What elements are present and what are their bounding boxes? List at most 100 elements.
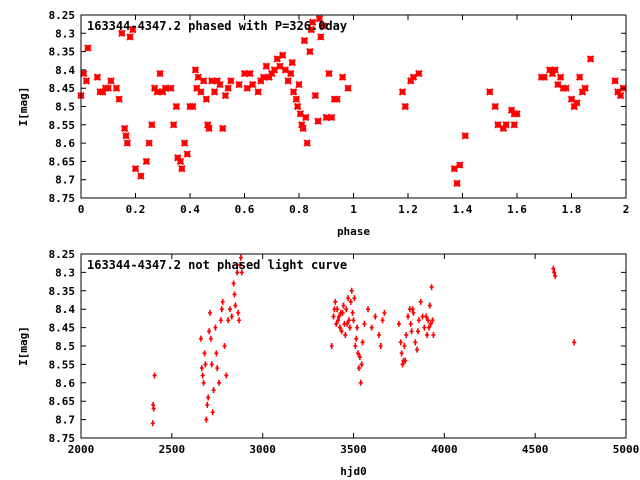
unphased-data-point <box>207 328 212 335</box>
phased-data-point <box>235 80 243 89</box>
unphased-data-point <box>378 343 383 349</box>
phased-x-tick-label: 2 <box>623 203 630 216</box>
unphased-x-tick-label: 5000 <box>613 443 640 456</box>
unphased-y-axis-label: I[mag] <box>17 326 30 366</box>
unphased-data-point <box>551 265 556 272</box>
unphased-data-point <box>217 379 222 386</box>
unphased-data-point <box>204 416 209 423</box>
unphased-data-point <box>347 324 352 331</box>
phased-data-point <box>311 91 320 100</box>
phased-data-point <box>191 66 200 74</box>
phased-data-point <box>545 66 554 74</box>
phased-data-point <box>409 73 418 81</box>
unphased-data-point <box>211 387 216 394</box>
phased-data-point <box>199 77 208 85</box>
unphased-data-point <box>362 320 367 327</box>
phased-data-point <box>153 88 162 96</box>
unphased-data-point <box>348 298 353 305</box>
phased-data-point <box>333 95 341 103</box>
phased-data-point <box>224 84 232 92</box>
unphased-data-point <box>331 313 336 320</box>
unphased-data-point <box>233 302 238 309</box>
unphased-data-point <box>422 324 427 331</box>
unphased-data-point <box>425 317 430 324</box>
phased-data-point <box>204 121 212 129</box>
phased-data-point <box>300 36 309 45</box>
unphased-data-point <box>366 306 371 313</box>
phased-data-point <box>278 51 287 59</box>
unphased-data-point <box>427 302 432 309</box>
unphased-y-tick-label: 8.6 <box>55 377 75 390</box>
phased-data-point <box>137 172 145 180</box>
phased-y-tick-label: 8.3 <box>55 27 75 40</box>
phased-data-point <box>276 62 284 70</box>
phased-data-point <box>104 84 112 92</box>
phased-data-point <box>494 121 502 129</box>
unphased-data-point <box>428 320 433 327</box>
phased-data-point <box>401 102 409 111</box>
phased-data-point <box>183 150 191 158</box>
unphased-data-point <box>411 309 416 316</box>
phased-data-point <box>80 69 88 78</box>
unphased-data-point <box>343 331 348 338</box>
phased-data-point <box>293 102 302 111</box>
unphased-data-point <box>333 298 338 305</box>
phased-data-point <box>502 121 510 129</box>
unphased-data-point <box>352 295 357 302</box>
unphased-data-point <box>237 262 242 269</box>
phased-data-point <box>556 73 565 81</box>
unphased-y-tick-label: 8.3 <box>55 266 75 279</box>
unphased-data-point <box>415 328 420 335</box>
unphased-data-point <box>222 343 227 349</box>
phased-data-point <box>115 95 123 103</box>
phased-data-point <box>398 88 407 96</box>
phased-data-point <box>456 161 464 169</box>
phased-data-point <box>322 113 330 122</box>
unphased-y-tick-label: 8.4 <box>55 303 75 316</box>
unphased-data-point <box>552 269 557 276</box>
unphased-data-point <box>409 328 414 335</box>
phased-data-point <box>289 88 298 96</box>
unphased-data-point <box>209 361 214 368</box>
phased-data-point <box>407 77 415 85</box>
unphased-data-point <box>350 309 355 316</box>
phased-x-tick-label: 0.2 <box>126 203 146 216</box>
phased-data-point <box>107 77 115 85</box>
phased-data-point <box>208 77 216 85</box>
unphased-data-point <box>337 324 342 331</box>
phased-data-point <box>281 66 290 74</box>
unphased-data-point <box>206 394 211 401</box>
unphased-data-point <box>344 306 349 313</box>
phased-data-point <box>616 91 625 100</box>
unphased-data-point <box>340 309 345 316</box>
phased-x-tick-label: 0.6 <box>235 203 255 216</box>
phased-x-axis-label: phase <box>337 225 370 238</box>
unphased-x-tick-label: 3000 <box>249 443 276 456</box>
phased-data-point <box>450 165 459 173</box>
phased-data-point <box>150 84 159 92</box>
unphased-x-tick-label: 4500 <box>522 443 549 456</box>
unphased-data-point <box>215 365 220 372</box>
phased-data-point <box>93 73 102 81</box>
unphased-data-point <box>231 280 236 287</box>
phased-data-point <box>507 106 516 114</box>
unphased-y-tick-label: 8.5 <box>55 340 75 353</box>
unphased-data-point <box>237 317 242 324</box>
phased-data-point <box>288 58 296 67</box>
phased-data-point <box>265 73 273 81</box>
phased-data-point <box>259 73 268 81</box>
unphased-x-tick-label: 3500 <box>340 443 367 456</box>
phased-y-tick-label: 8.7 <box>55 174 75 187</box>
phased-data-point <box>499 124 508 133</box>
phased-data-point <box>540 73 548 81</box>
phased-data-point <box>178 165 186 173</box>
phased-data-point <box>578 88 587 96</box>
phased-data-point <box>248 80 257 89</box>
phased-data-point <box>221 91 230 100</box>
phased-data-point <box>513 110 521 118</box>
phased-data-point <box>268 69 276 78</box>
unphased-data-point <box>408 320 413 327</box>
unphased-data-point <box>355 324 360 331</box>
unphased-data-point <box>210 409 215 416</box>
unphased-data-point <box>353 343 358 349</box>
